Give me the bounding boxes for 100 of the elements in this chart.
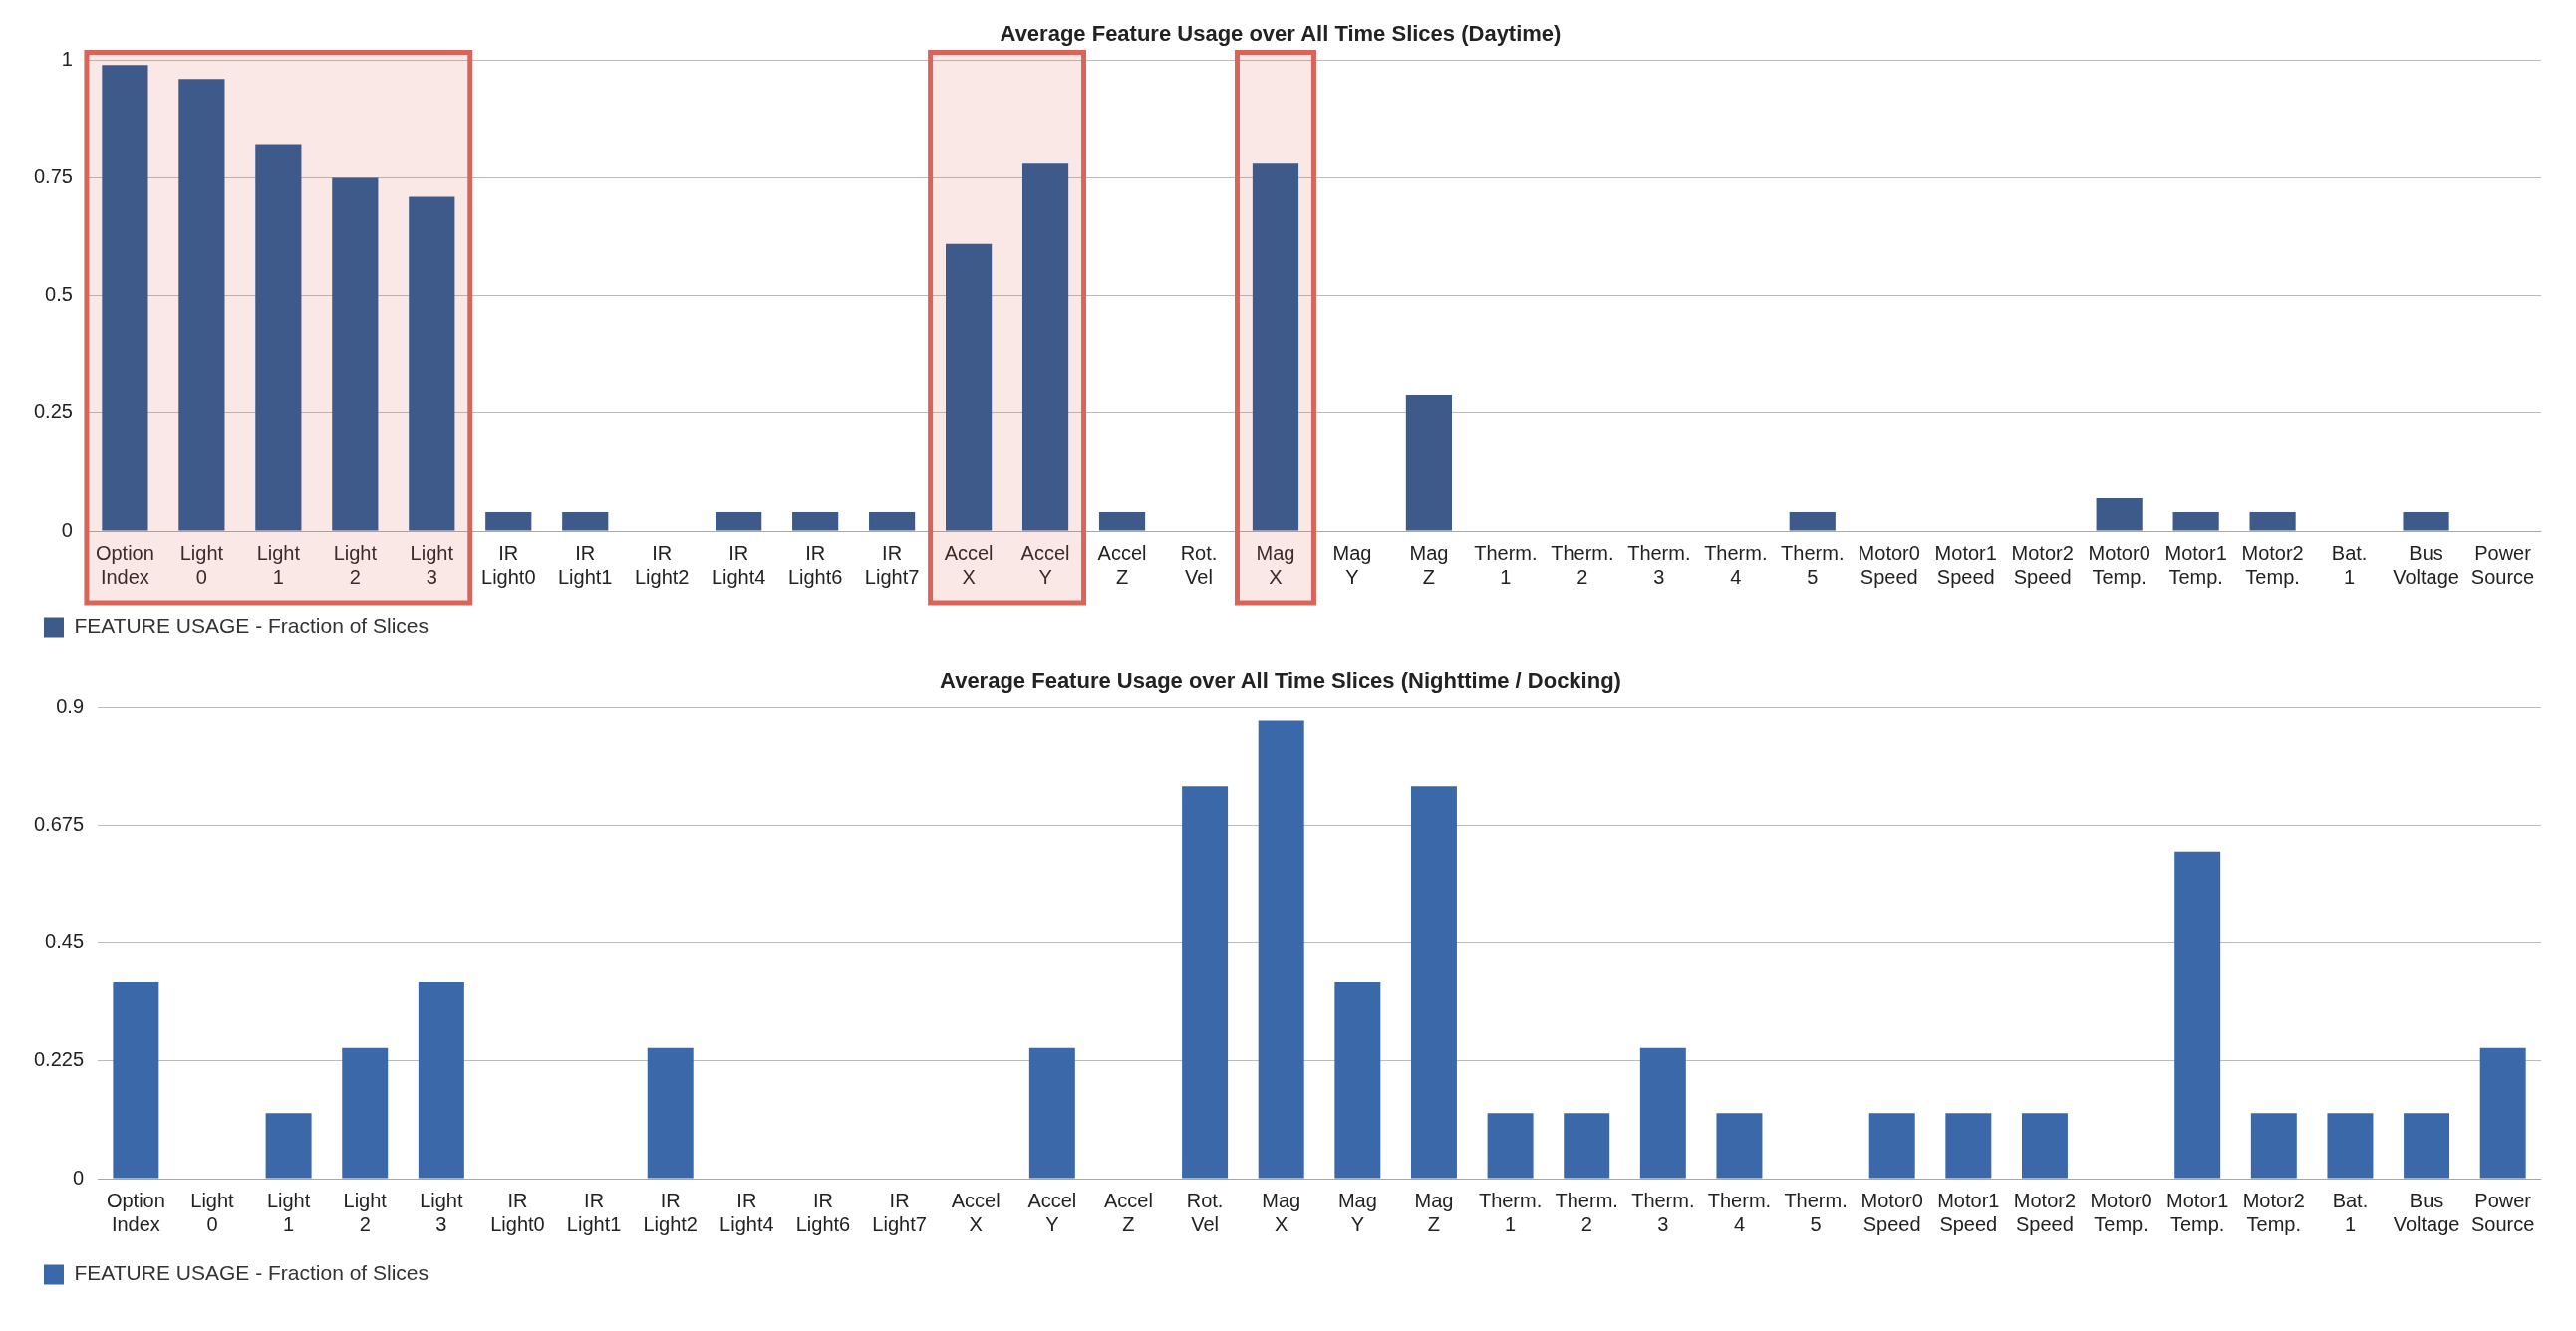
x-tick-label: Rot. Vel [1180, 541, 1218, 588]
x-tick-label: Therm. 5 [1784, 1189, 1848, 1235]
x-tick-label: Bat. 1 [2332, 1189, 2369, 1235]
x-tick-label: Therm. 3 [1631, 1189, 1695, 1235]
bar [562, 512, 609, 531]
x-tick-label: Motor0 Speed [1858, 541, 1920, 588]
bar [2172, 512, 2219, 531]
x-tick-label: Accel Z [1104, 1189, 1153, 1235]
bar [792, 512, 839, 531]
x-tick-label: Bus Voltage [2393, 1189, 2460, 1235]
x-tick-label: Rot. Vel [1186, 1189, 1224, 1235]
x-tick-label: Option Index [95, 541, 154, 588]
bar [1098, 512, 1146, 531]
bar [1564, 1113, 1610, 1179]
bar [178, 79, 225, 531]
y-tick-label: 0.5 [45, 283, 73, 306]
bar [1258, 720, 1304, 1179]
bar [485, 512, 532, 531]
x-tick-label: Bus Voltage [2393, 541, 2459, 588]
x-tick-label: Motor0 Speed [1860, 1189, 1923, 1235]
x-tick-label: Power Source [2470, 541, 2535, 588]
x-tick-label: Motor2 Speed [2011, 541, 2074, 588]
x-tick-label: Therm. 1 [1474, 541, 1538, 588]
x-tick-label: Therm. 5 [1781, 541, 1845, 588]
x-tick-label: Option Index [106, 1189, 165, 1235]
x-tick-label: Motor1 Temp. [2164, 541, 2227, 588]
x-tick-label: Therm. 4 [1704, 541, 1768, 588]
x-tick-label: Light 2 [333, 541, 378, 588]
bar [647, 1047, 694, 1179]
y-tick-label: 0 [72, 1166, 85, 1189]
x-tick-label: Light 1 [266, 1189, 311, 1235]
bar [2404, 1113, 2450, 1179]
x-tick-label: Therm. 2 [1555, 1189, 1618, 1235]
y-tick-label: 0.675 [33, 813, 85, 836]
bar [113, 982, 159, 1179]
legend-label: FEATURE USAGE - Fraction of Slices [74, 614, 429, 638]
bar [342, 1047, 389, 1179]
x-tick-label: Accel Y [1027, 1189, 1077, 1235]
bar [2021, 1113, 2068, 1179]
bar [1789, 512, 1836, 531]
bar [332, 177, 379, 531]
bar [265, 1113, 312, 1179]
x-tick-label: IR Light4 [719, 1189, 774, 1235]
bar [409, 196, 455, 531]
bar [1639, 1047, 1686, 1179]
x-tick-label: IR Light7 [864, 541, 920, 588]
x-tick-label: IR Light1 [557, 541, 613, 588]
x-tick-label: Therm. 3 [1627, 541, 1691, 588]
x-tick-label: IR Light0 [481, 541, 536, 588]
x-tick-label: Therm. 2 [1551, 541, 1614, 588]
x-tick-label: Light 3 [410, 541, 454, 588]
x-tick-label: IR Light2 [643, 1189, 698, 1235]
y-tick-label: 0.225 [33, 1048, 85, 1071]
bar [2249, 512, 2296, 531]
x-tick-label: IR Light1 [566, 1189, 622, 1235]
x-tick-label: Motor0 Temp. [2090, 1189, 2152, 1235]
bar [1028, 1047, 1075, 1179]
bar [2250, 1113, 2297, 1179]
chart-title: Average Feature Usage over All Time Slices (Nighttime / Docking) [940, 668, 1621, 694]
x-tick-label: Mag Z [1409, 541, 1449, 588]
x-tick-label: Motor2 Speed [2013, 1189, 2077, 1235]
x-tick-label: Mag Z [1414, 1189, 1454, 1235]
bar [1487, 1113, 1534, 1179]
x-tick-label: Therm. 4 [1707, 1189, 1772, 1235]
x-tick-label: Mag X [1256, 541, 1295, 588]
x-tick-label: Light 3 [420, 1189, 463, 1235]
bar [1334, 982, 1381, 1179]
x-tick-label: Motor1 Speed [1937, 1189, 2000, 1235]
x-tick-label: Light 2 [343, 1189, 388, 1235]
x-tick-label: Motor2 Temp. [2242, 1189, 2305, 1235]
bar [2327, 1113, 2374, 1179]
x-tick-label: Accel X [944, 541, 994, 588]
bar [1945, 1113, 1992, 1179]
bar [869, 512, 916, 531]
x-tick-label: Bat. 1 [2331, 541, 2368, 588]
x-tick-label: Motor1 Speed [1934, 541, 1997, 588]
x-tick-label: IR Light2 [634, 541, 690, 588]
bar [1868, 1113, 1915, 1179]
y-tick-label: 1 [61, 47, 73, 70]
y-tick-label: 0.45 [45, 931, 85, 953]
chart-title: Average Feature Usage over All Time Slices (Daytime) [1000, 21, 1562, 47]
bar [1252, 163, 1299, 531]
y-tick-label: 0.25 [33, 400, 73, 423]
x-tick-label: Power Source [2471, 1189, 2535, 1235]
x-tick-label: IR Light7 [872, 1189, 927, 1235]
bar [2096, 497, 2143, 531]
x-tick-label: IR Light6 [795, 1189, 851, 1235]
x-tick-label: Light 0 [179, 541, 224, 588]
bar [2479, 1047, 2526, 1179]
bar [2174, 851, 2221, 1179]
x-tick-label: Mag Y [1332, 541, 1372, 588]
x-tick-label: IR Light4 [711, 541, 766, 588]
x-tick-label: Motor2 Temp. [2241, 541, 2304, 588]
bar [716, 512, 762, 531]
x-tick-label: Motor0 Temp. [2088, 541, 2150, 588]
y-tick-label: 0.9 [56, 694, 85, 717]
x-tick-label: Accel X [951, 1189, 1001, 1235]
bar [1410, 786, 1457, 1179]
bar [1182, 786, 1229, 1179]
x-tick-label: Mag X [1262, 1189, 1301, 1235]
